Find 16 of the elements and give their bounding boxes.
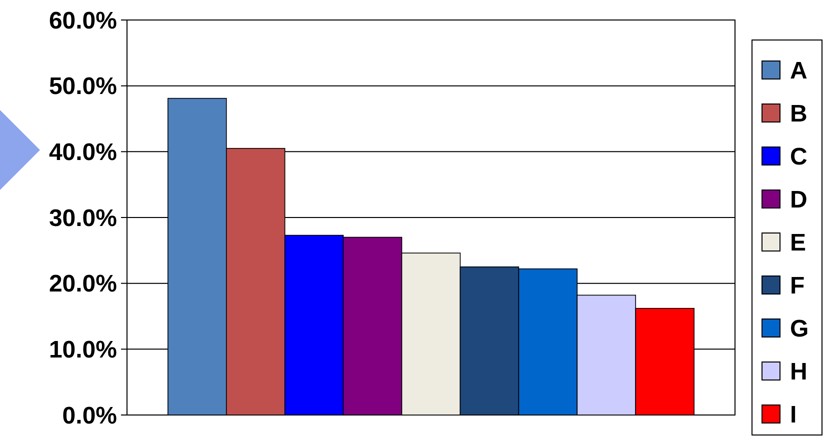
- y-tick-label: 10.0%: [48, 336, 117, 364]
- y-tick-label: 40.0%: [48, 139, 117, 166]
- legend-label: I: [790, 401, 797, 428]
- legend-label: G: [790, 315, 809, 342]
- legend-label: A: [790, 57, 808, 84]
- y-tick-label: 30.0%: [48, 204, 117, 232]
- legend-label: B: [790, 100, 808, 128]
- y-tick-label: 20.0%: [48, 270, 117, 298]
- legend-label: C: [790, 143, 808, 170]
- legend-label: E: [790, 229, 806, 256]
- y-tick-label: 0.0%: [62, 402, 117, 430]
- legend-label: D: [790, 186, 808, 214]
- legend-label: H: [790, 358, 808, 386]
- y-tick-label: 60.0%: [48, 7, 117, 34]
- legend-label: F: [790, 272, 805, 300]
- y-tick-label: 50.0%: [48, 73, 117, 100]
